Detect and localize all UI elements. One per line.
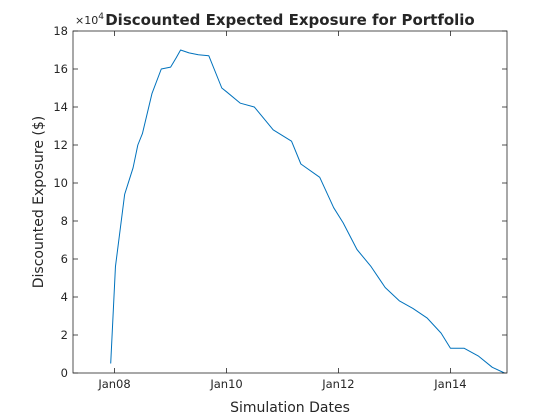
y-exponent-base: ×10: [75, 14, 98, 27]
series-layer: [110, 49, 505, 374]
x-tick-label: Jan14: [433, 377, 466, 391]
y-tick-label: 12: [53, 138, 68, 152]
y-tick-label: 2: [61, 328, 68, 342]
y-exponent-label: ×104: [75, 12, 104, 27]
y-tick-label: 10: [53, 176, 68, 190]
y-tick-label: 4: [61, 290, 68, 304]
y-tick-label: 16: [53, 62, 68, 76]
ticks-layer: 0 2 4 6 8 10 12 14 16 18 Jan08 Jan10 Jan12 Jan14: [53, 24, 507, 391]
axes-box: [72, 30, 508, 374]
x-tick-label: Jan08: [97, 377, 130, 391]
x-axis-label: Simulation Dates: [230, 400, 350, 416]
y-tick-label: 0: [61, 366, 68, 380]
y-tick-label: 14: [53, 100, 68, 114]
axes-background: [73, 31, 507, 373]
x-tick-label: Jan12: [321, 377, 354, 391]
y-tick-label: 8: [61, 214, 68, 228]
y-exponent-power: 4: [98, 12, 104, 22]
series-line: [110, 49, 505, 374]
y-axis-label: Discounted Exposure ($): [31, 116, 47, 289]
y-tick-label: 18: [53, 24, 68, 38]
plot-area: 0 2 4 6 8 10 12 14 16 18 Jan08 Jan10 Jan12 Jan14: [53, 24, 508, 391]
x-tick-label: Jan10: [209, 377, 242, 391]
y-tick-label: 6: [61, 252, 68, 266]
chart-title: Discounted Expected Exposure for Portfol…: [105, 11, 475, 29]
